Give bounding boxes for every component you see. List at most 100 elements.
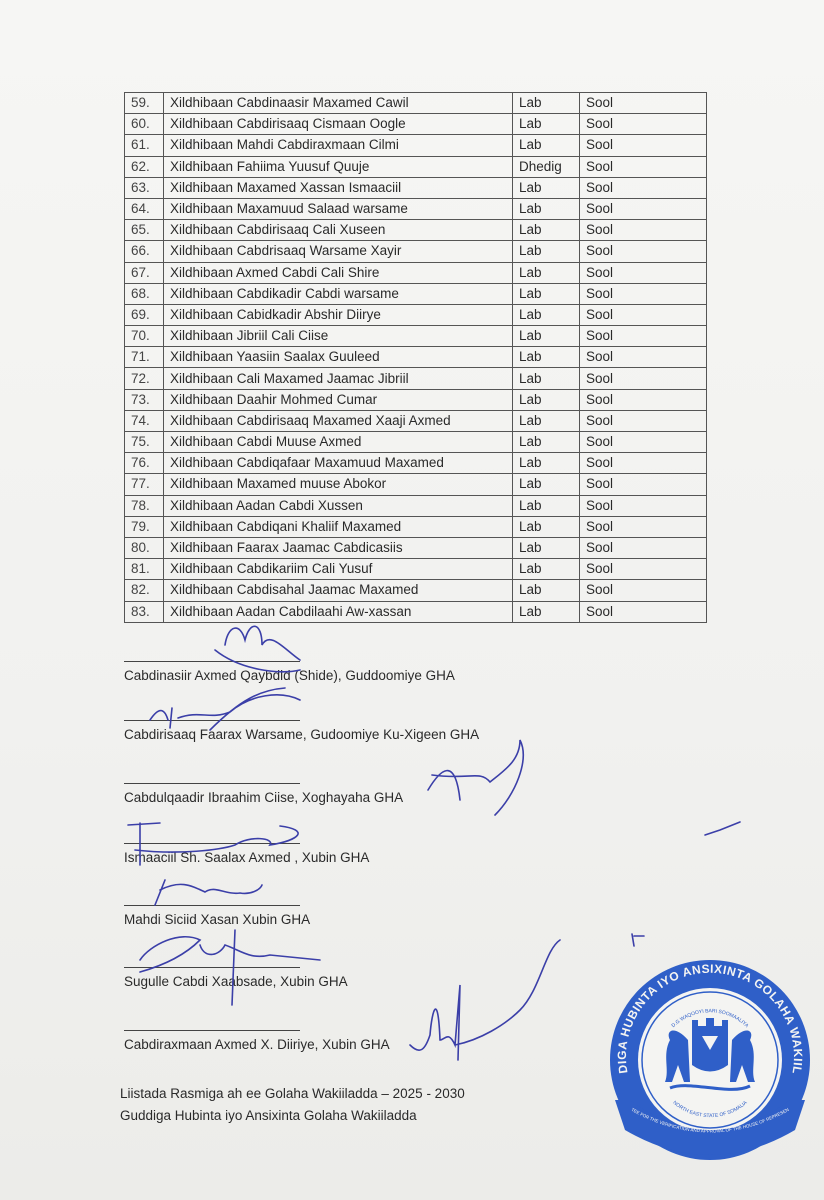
member-region: Sool	[579, 346, 707, 369]
row-number: 71.	[124, 346, 164, 369]
row-number: 73.	[124, 388, 164, 411]
table-row: 70. Xildhibaan Jibriil Cali Ciise Lab Sool	[124, 325, 707, 348]
coat-of-arms-shield	[692, 1018, 728, 1072]
member-name: Xildhibaan Cabdikadir Cabdi warsame	[163, 282, 513, 305]
signature-line	[124, 661, 300, 662]
member-gender: Lab	[512, 515, 580, 538]
row-number: 74.	[124, 409, 164, 433]
signature-block: Cabdinasiir Axmed Qaybdid (Shide), Guddo…	[124, 661, 455, 683]
row-number: 78.	[124, 494, 164, 517]
member-gender: Lab	[512, 494, 580, 517]
member-gender: Lab	[512, 91, 580, 115]
member-gender: Lab	[512, 388, 580, 411]
row-number: 63.	[124, 176, 164, 199]
table-row: 76. Xildhibaan Cabdiqafaar Maxamuud Maxam…	[124, 452, 707, 475]
table-row: 81. Xildhibaan Cabdikariim Cali Yusuf Lab S…	[124, 558, 707, 581]
signature-line	[124, 783, 300, 784]
member-region: Sool	[579, 325, 707, 348]
member-gender: Lab	[512, 113, 580, 136]
member-region: Sool	[579, 197, 707, 221]
member-gender: Dhedig	[512, 155, 580, 178]
member-name: Xildhibaan Yaasiin Saalax Guuleed	[163, 346, 513, 369]
seal-inner-bottom: NORTH EAST STATE OF SOMALIA	[671, 1100, 749, 1120]
row-number: 83.	[124, 600, 164, 623]
seal-outer-text: GUDDIGA HUBINTA IYO ANSIXINTA GOLAHA WAK…	[615, 962, 805, 1076]
table-row: 64. Xildhibaan Maxamuud Salaad warsame Lab…	[124, 197, 707, 221]
member-name: Xildhibaan Daahir Mohmed Cumar	[163, 388, 513, 411]
signatory-name: Mahdi Siciid Xasan Xubin GHA	[124, 912, 311, 927]
member-gender: Lab	[512, 473, 580, 496]
member-region: Sool	[579, 261, 707, 284]
signature-block: Sugulle Cabdi Xaabsade, Xubin GHA	[124, 967, 348, 989]
member-gender: Lab	[512, 430, 580, 454]
member-name: Xildhibaan Cabdi Muuse Axmed	[163, 430, 513, 454]
member-region: Sool	[579, 430, 707, 454]
member-gender: Lab	[512, 197, 580, 221]
seal-ribbon-text: COMMITTEE FOR THE VERIFICATION AND APPRO…	[630, 1056, 789, 1134]
signature-line	[124, 905, 300, 906]
table-row: 79. Xildhibaan Cabdiqani Khaliif Maxamed L…	[124, 515, 707, 538]
member-name: Xildhibaan Cabdiqani Khaliif Maxamed	[163, 515, 513, 538]
member-region: Sool	[579, 113, 707, 136]
signatory-name: Cabdulqaadir Ibraahim Ciise, Xoghayaha G…	[124, 790, 404, 805]
member-region: Sool	[579, 536, 707, 560]
signature-block: Mahdi Siciid Xasan Xubin GHA	[124, 905, 310, 927]
signature-block: Cabdulqaadir Ibraahim Ciise, Xoghayaha G…	[124, 783, 403, 805]
member-name: Xildhibaan Cabdirisaaq Cali Xuseen	[163, 219, 513, 242]
member-gender: Lab	[512, 134, 580, 157]
table-row: 77. Xildhibaan Maxamed muuse Abokor Lab Soo…	[124, 473, 707, 496]
member-gender: Lab	[512, 325, 580, 348]
signatory-name: Ismaaciil Sh. Saalax Axmed , Xubin GHA	[124, 850, 370, 865]
member-name: Xildhibaan Aadan Cabdilaahi Aw-xassan	[163, 600, 513, 623]
member-region: Sool	[579, 515, 707, 538]
svg-text:GUDDIGA HUBINTA IYO ANSIXINTA: GUDDIGA HUBINTA IYO ANSIXINTA GOLAHA WAK…	[615, 962, 805, 1076]
row-number: 64.	[124, 197, 164, 221]
table-row: 62. Xildhibaan Fahiima Yuusuf Quuje Dhedig…	[124, 155, 707, 178]
member-region: Sool	[579, 494, 707, 517]
member-region: Sool	[579, 91, 707, 115]
signatory-name: Sugulle Cabdi Xaabsade, Xubin GHA	[124, 974, 348, 989]
row-number: 76.	[124, 452, 164, 475]
member-name: Xildhibaan Maxamuud Salaad warsame	[163, 197, 513, 221]
table-row: 68. Xildhibaan Cabdikadir Cabdi warsame La…	[124, 282, 707, 305]
table-row: 63. Xildhibaan Maxamed Xassan Ismaaciil La…	[124, 176, 707, 199]
row-number: 62.	[124, 155, 164, 178]
table-row: 75. Xildhibaan Cabdi Muuse Axmed Lab Sool	[124, 430, 707, 454]
member-region: Sool	[579, 303, 707, 327]
member-gender: Lab	[512, 261, 580, 284]
table-row: 83. Xildhibaan Aadan Cabdilaahi Aw-xassan…	[124, 600, 707, 623]
member-name: Xildhibaan Fahiima Yuusuf Quuje	[163, 155, 513, 178]
row-number: 66.	[124, 240, 164, 263]
member-gender: Lab	[512, 452, 580, 475]
table-row: 73. Xildhibaan Daahir Mohmed Cumar Lab Sool	[124, 388, 707, 411]
member-gender: Lab	[512, 282, 580, 305]
member-gender: Lab	[512, 558, 580, 581]
row-number: 77.	[124, 473, 164, 496]
row-number: 75.	[124, 430, 164, 454]
table-row: 78. Xildhibaan Aadan Cabdi Xussen Lab Sool	[124, 494, 707, 517]
member-gender: Lab	[512, 219, 580, 242]
member-region: Sool	[579, 176, 707, 199]
member-gender: Lab	[512, 409, 580, 433]
table-row: 59. Xildhibaan Cabdinaasir Maxamed Cawil L…	[124, 91, 707, 115]
member-region: Sool	[579, 219, 707, 242]
member-name: Xildhibaan Cabdinaasir Maxamed Cawil	[163, 91, 513, 115]
signature-7	[409, 939, 561, 1061]
member-name: Xildhibaan Cabdirisaaq Maxamed Xaaji Axm…	[163, 409, 513, 433]
signature-3	[427, 739, 524, 816]
row-number: 72.	[124, 367, 164, 390]
row-number: 81.	[124, 558, 164, 581]
signatory-name: Cabdinasiir Axmed Qaybdid (Shide), Guddo…	[124, 668, 455, 683]
table-row: 60. Xildhibaan Cabdirisaaq Cismaan Oogle L…	[124, 113, 707, 136]
member-region: Sool	[579, 558, 707, 581]
member-name: Xildhibaan Aadan Cabdi Xussen	[163, 494, 513, 517]
member-name: Xildhibaan Axmed Cabdi Cali Shire	[163, 261, 513, 284]
member-region: Sool	[579, 240, 707, 263]
table-row: 74. Xildhibaan Cabdirisaaq Maxamed Xaaji …	[124, 409, 707, 433]
row-number: 79.	[124, 515, 164, 538]
member-name: Xildhibaan Jibriil Cali Ciise	[163, 325, 513, 348]
member-name: Xildhibaan Cabdirisaaq Cismaan Oogle	[163, 113, 513, 136]
member-gender: Lab	[512, 176, 580, 199]
pen-mark	[704, 821, 741, 836]
member-name: Xildhibaan Cabdrisaaq Warsame Xayir	[163, 240, 513, 263]
